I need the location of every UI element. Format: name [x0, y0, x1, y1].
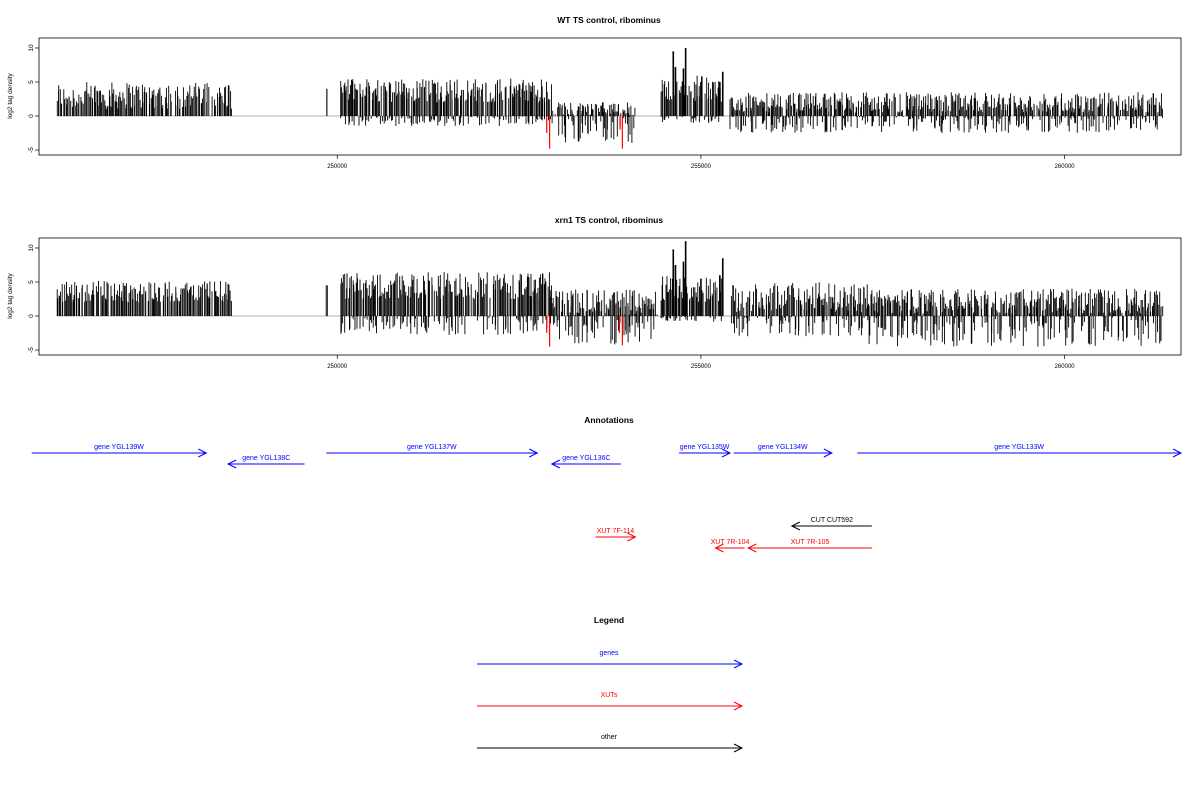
x-tick-label: 255000 [691, 164, 712, 170]
legend-entry-label: XUTs [601, 692, 618, 699]
legend-entries: genes XUTs other [477, 650, 744, 753]
x-tick-label: 250000 [327, 364, 348, 370]
wt-bars [56, 48, 1163, 149]
feature-label: XUT 7R-105 [791, 539, 830, 546]
xrn1-y-axis: -5 0 5 10 [28, 244, 39, 353]
x-tick-label: 260000 [1055, 364, 1076, 370]
feature-arrowhead [529, 448, 539, 458]
wt-y-axis-label: log2 tag density [7, 72, 14, 118]
feature-arrowhead [1172, 448, 1183, 458]
annotation-feature: XUT 7R-105 [747, 539, 872, 553]
feature-arrowhead [733, 659, 744, 669]
annotation-feature: gene YGL137W [326, 444, 539, 458]
wt-track-panel: WT TS control, ribominus log2 tag densit… [7, 15, 1182, 170]
feature-arrowhead [627, 532, 637, 542]
x-tick-label: 255000 [691, 364, 712, 370]
feature-label: gene YGL136C [562, 455, 610, 462]
feature-label: gene YGL139W [94, 444, 144, 451]
feature-arrowhead [721, 448, 732, 458]
feature-label: XUT 7R-104 [711, 539, 750, 546]
annotation-feature: gene YGL133W [857, 444, 1183, 458]
feature-arrowhead [733, 743, 744, 753]
wt-y-axis: -5 0 5 10 [28, 44, 39, 153]
xrn1-track-title: xrn1 TS control, ribominus [555, 215, 663, 225]
xrn1-track-panel: xrn1 TS control, ribominus log2 tag dens… [7, 215, 1182, 370]
feature-arrowhead [790, 521, 801, 531]
feature-label: gene YGL133W [994, 444, 1044, 451]
feature-label: CUT CUT592 [811, 517, 853, 524]
feature-arrowhead [198, 448, 208, 458]
annotation-feature: XUT 7R-104 [711, 539, 750, 553]
y-tick-label: 0 [28, 314, 35, 318]
annotation-feature: gene YGL134W [733, 444, 833, 458]
wt-plot-frame [38, 37, 1182, 156]
y-tick-label: 5 [28, 280, 35, 284]
legend-entry-label: genes [599, 650, 619, 657]
feature-arrowhead [714, 543, 724, 553]
feature-arrowhead [733, 701, 744, 711]
feature-arrowhead [550, 459, 561, 469]
y-tick-label: -5 [28, 347, 35, 353]
legend-entry-label: other [601, 734, 618, 741]
feature-arrowhead [823, 448, 833, 458]
xrn1-bars [56, 241, 1164, 347]
annotation-features: gene YGL139W gene YGL138C gene YGL137W gene… [31, 444, 1183, 553]
feature-arrowhead [227, 459, 237, 469]
annotation-feature: gene YGL135W [679, 444, 732, 458]
xrn1-y-axis-label: log2 tag density [7, 272, 14, 318]
feature-label: gene YGL134W [758, 444, 808, 451]
feature-label: gene YGL135W [680, 444, 730, 451]
annotation-feature: CUT CUT592 [790, 517, 872, 531]
legend-panel: Legend genes XUTs other [477, 615, 744, 753]
legend-entry: genes [477, 650, 744, 669]
xrn1-plot-frame [38, 237, 1182, 356]
wt-x-axis: 250000 255000 260000 [327, 155, 1075, 170]
wt-track-title: WT TS control, ribominus [557, 15, 661, 25]
annotation-feature: gene YGL138C [227, 455, 305, 469]
x-tick-label: 250000 [327, 164, 348, 170]
feature-label: gene YGL138C [242, 455, 290, 462]
annotation-feature: gene YGL136C [550, 455, 621, 469]
y-tick-label: 10 [28, 44, 35, 52]
x-tick-label: 260000 [1055, 164, 1076, 170]
xrn1-x-axis: 250000 255000 260000 [327, 355, 1075, 370]
annotation-feature: gene YGL139W [31, 444, 208, 458]
feature-label: XUT 7F-114 [597, 528, 635, 535]
legend-title: Legend [594, 615, 624, 625]
y-tick-label: -5 [28, 147, 35, 153]
annotations-title: Annotations [584, 415, 634, 425]
annotation-feature: XUT 7F-114 [595, 528, 637, 542]
y-tick-label: 5 [28, 80, 35, 84]
feature-arrowhead [747, 543, 757, 553]
legend-entry: XUTs [477, 692, 744, 711]
y-tick-label: 10 [28, 244, 35, 252]
feature-label: gene YGL137W [407, 444, 457, 451]
legend-entry: other [477, 734, 744, 753]
y-tick-label: 0 [28, 114, 35, 118]
